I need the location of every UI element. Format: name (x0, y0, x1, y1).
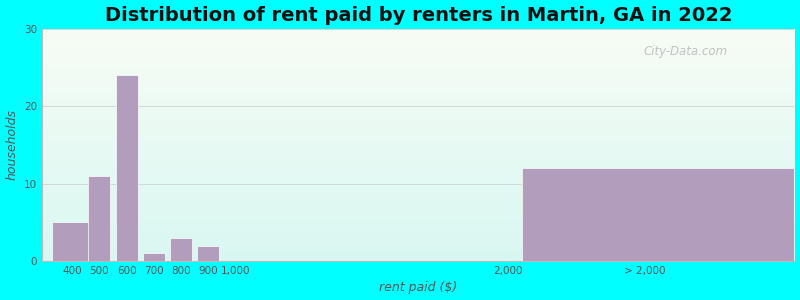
Y-axis label: households: households (6, 110, 18, 181)
Text: City-Data.com: City-Data.com (644, 45, 728, 58)
Bar (170, 238, 192, 261)
Bar (116, 75, 138, 261)
Title: Distribution of rent paid by renters in Martin, GA in 2022: Distribution of rent paid by renters in … (105, 6, 732, 25)
Bar (522, 168, 794, 261)
Bar (89, 176, 110, 261)
X-axis label: rent paid ($): rent paid ($) (379, 281, 458, 294)
Bar (52, 222, 93, 261)
Bar (143, 253, 165, 261)
Bar (198, 246, 219, 261)
